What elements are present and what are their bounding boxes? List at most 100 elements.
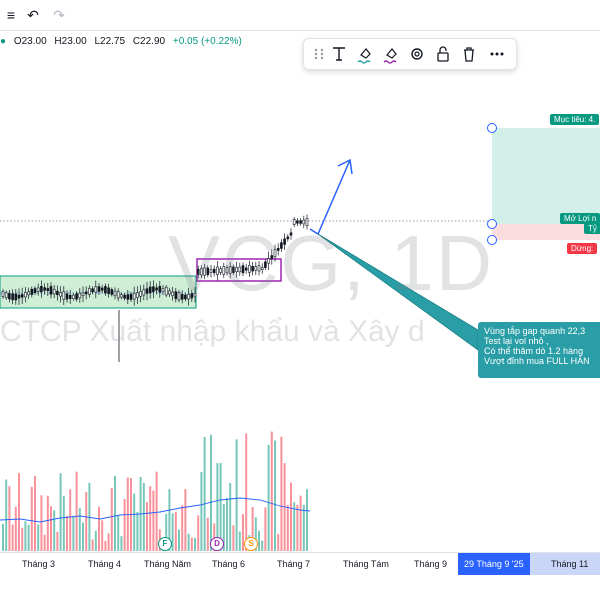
- volume-bar: [306, 489, 308, 551]
- more-options-icon[interactable]: [486, 43, 508, 65]
- volume-bar: [280, 436, 283, 551]
- candle-body: [161, 288, 165, 292]
- candle-body: [110, 289, 114, 295]
- candle-body: [40, 285, 43, 293]
- candle-body: [270, 255, 274, 259]
- target-handle[interactable]: [487, 123, 497, 133]
- text-icon[interactable]: [328, 43, 350, 65]
- volume-bar: [75, 471, 78, 551]
- candle-body: [168, 290, 171, 295]
- volume-bar: [142, 482, 145, 551]
- candle-body: [14, 293, 18, 301]
- volume-bar: [286, 505, 289, 551]
- volume-bar: [104, 540, 107, 551]
- candle-body: [56, 290, 59, 296]
- volume-bar: [53, 510, 56, 551]
- candle-body: [164, 286, 168, 296]
- candle-body: [136, 292, 139, 298]
- candle-body: [286, 236, 290, 240]
- volume-bar: [27, 524, 30, 551]
- volume-bar: [168, 489, 171, 551]
- volume-bar: [171, 513, 174, 551]
- volume-bar: [226, 498, 228, 551]
- event-marker-s[interactable]: S: [244, 537, 258, 551]
- candle-body: [97, 286, 101, 292]
- candle-body: [155, 287, 158, 291]
- volume-bar: [206, 517, 209, 551]
- candle-body: [84, 291, 88, 295]
- candle-body: [289, 232, 293, 236]
- candle-body: [206, 267, 210, 276]
- time-axis[interactable]: Tháng 3 Tháng 4 Tháng Năm Tháng 6 Tháng …: [0, 552, 600, 575]
- event-marker-d[interactable]: D: [210, 537, 224, 551]
- fill-color-icon[interactable]: [354, 43, 376, 65]
- lock-icon[interactable]: [432, 43, 454, 65]
- candle-body: [267, 258, 270, 264]
- volume-bar: [24, 521, 27, 551]
- candle-body: [104, 286, 107, 294]
- axis-label-thang-9: Tháng 9: [414, 559, 448, 569]
- candle-body: [27, 291, 30, 296]
- open-profit-tag: Mở Lợi n: [560, 213, 600, 224]
- candle-body: [17, 294, 21, 299]
- redo-icon[interactable]: ↷: [53, 7, 65, 23]
- candle-body: [132, 292, 136, 300]
- candle-body: [68, 295, 72, 299]
- candle-body: [62, 291, 66, 300]
- ohlc-high: H23.00: [54, 36, 87, 47]
- menu-icon[interactable]: ≡: [6, 7, 16, 23]
- candle-body: [20, 294, 24, 298]
- candle-body: [260, 267, 264, 270]
- callout-note[interactable]: Vùng tắp gap quanh 22,3 Test lại vol nhỏ…: [478, 322, 600, 378]
- candle-body: [43, 287, 46, 291]
- volume-bar: [94, 530, 97, 551]
- candle-body: [299, 220, 302, 224]
- volume-bar: [235, 439, 238, 551]
- candle-body: [292, 219, 296, 225]
- axis-label-thang-nam: Tháng Năm: [144, 559, 192, 569]
- drag-handle-icon[interactable]: [308, 43, 330, 65]
- line-color-icon[interactable]: [380, 43, 402, 65]
- candle-body: [94, 286, 98, 293]
- volume-bar: [59, 473, 62, 551]
- candle-body: [49, 286, 53, 295]
- ohlc-open: O23.00: [13, 36, 47, 47]
- candle-body: [200, 268, 203, 276]
- volume-bar: [254, 517, 257, 551]
- volume-bar: [293, 502, 296, 551]
- candle-body: [238, 266, 242, 273]
- volume-bar: [184, 489, 187, 551]
- volume-bar: [165, 513, 168, 551]
- volume-bar: [98, 506, 100, 551]
- candle-body: [36, 287, 40, 292]
- candle-body: [264, 261, 267, 268]
- candles-group: [1, 214, 309, 362]
- candle-body: [232, 266, 235, 273]
- candle-body: [75, 293, 78, 300]
- settings-gear-icon[interactable]: [406, 43, 428, 65]
- stop-handle[interactable]: [487, 235, 497, 245]
- volume-bar: [133, 493, 136, 551]
- volume-bar: [43, 534, 46, 551]
- candle-body: [1, 291, 5, 297]
- candle-body: [241, 265, 245, 274]
- candle-body: [33, 288, 37, 293]
- volume-bar: [290, 482, 292, 551]
- candle-body: [273, 249, 277, 258]
- entry-handle[interactable]: [487, 219, 497, 229]
- candle-body: [235, 267, 238, 273]
- trash-icon[interactable]: [458, 43, 480, 65]
- volume-bar: [21, 527, 24, 551]
- legend-dot-icon: ●: [0, 36, 7, 47]
- volume-bar: [152, 490, 155, 551]
- volume-bar: [251, 507, 254, 551]
- volume-bar: [123, 498, 126, 551]
- undo-icon[interactable]: ↶: [27, 7, 39, 23]
- volume-bar: [78, 508, 81, 551]
- volume-bar: [197, 515, 200, 551]
- candle-body: [107, 287, 110, 294]
- candle-body: [280, 242, 283, 249]
- candle-body: [171, 291, 174, 297]
- event-marker-f[interactable]: F: [158, 537, 172, 551]
